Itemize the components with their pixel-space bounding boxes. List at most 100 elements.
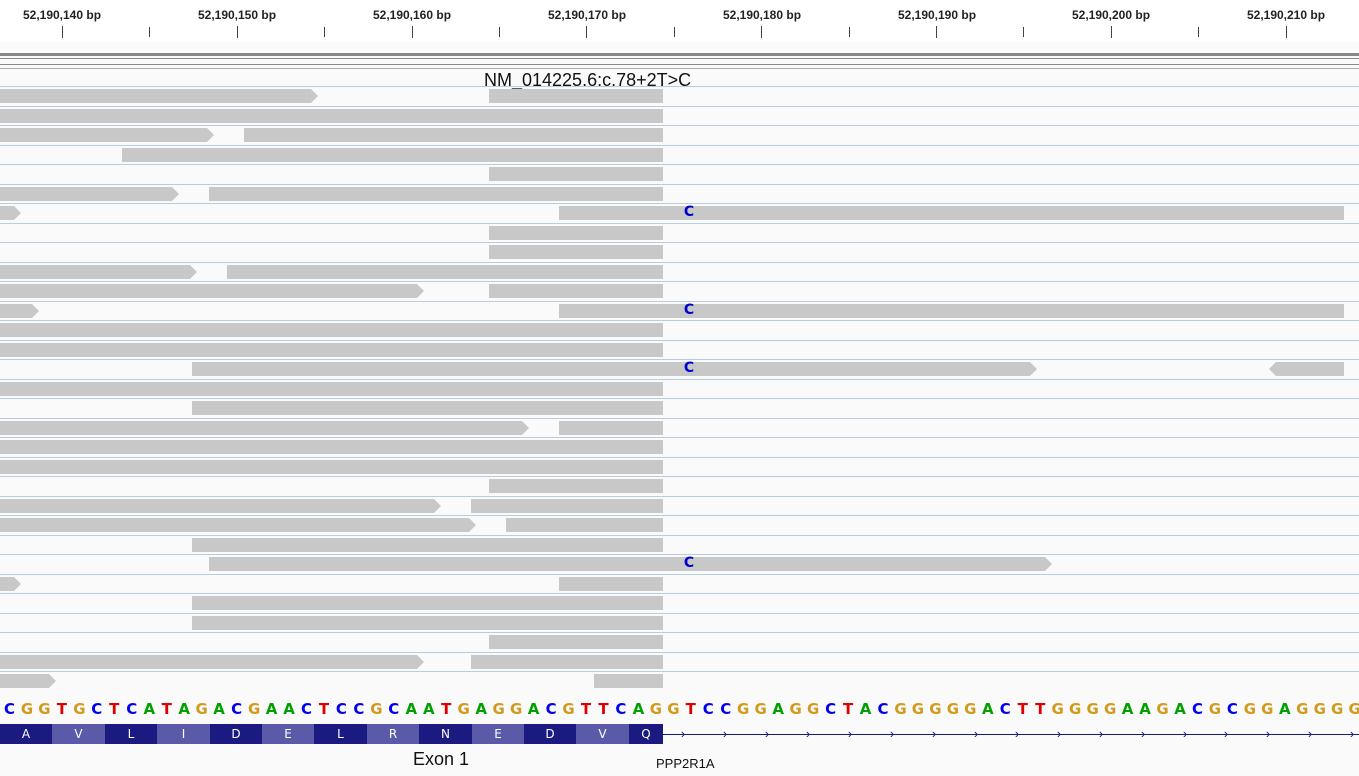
reference-base: G (20, 700, 34, 718)
mismatch-base[interactable]: C (683, 204, 695, 220)
reference-base: G (911, 700, 925, 718)
reference-base: A (422, 700, 435, 718)
reference-base: A (632, 700, 645, 718)
reference-base: G (754, 700, 767, 718)
alignment-read[interactable] (489, 226, 663, 240)
mismatch-base[interactable]: C (683, 360, 695, 376)
alignment-read[interactable] (559, 206, 1344, 220)
amino-acid-codon[interactable]: R (367, 724, 419, 744)
reference-base: C (126, 700, 138, 718)
amino-acid-codon[interactable]: L (105, 724, 157, 744)
amino-acid-codon[interactable]: Q (629, 724, 663, 744)
amino-acid-codon[interactable]: N (419, 724, 472, 744)
alignment-read[interactable] (192, 538, 663, 552)
alignment-read[interactable] (0, 89, 318, 103)
ruler-tick (1286, 26, 1287, 38)
alignment-track[interactable]: C C C C (0, 86, 1359, 692)
mismatch-base[interactable]: C (683, 555, 695, 571)
alignment-read[interactable] (0, 577, 21, 591)
alignment-read[interactable] (1269, 362, 1344, 376)
alignment-read[interactable] (0, 323, 663, 337)
ruler-tick (324, 27, 325, 37)
alignment-read[interactable] (192, 596, 663, 610)
amino-acid-codon[interactable]: E (262, 724, 314, 744)
alignment-read[interactable] (594, 674, 663, 688)
row-gridline (0, 535, 1359, 536)
alignment-read[interactable] (489, 635, 663, 649)
alignment-read[interactable] (489, 245, 663, 259)
reference-base: G (1103, 700, 1117, 718)
reference-base: G (964, 700, 977, 718)
alignment-read[interactable] (0, 518, 476, 532)
ruler-tick-label: 52,190,160 bp (372, 8, 452, 22)
alignment-read[interactable] (0, 674, 56, 688)
alignment-read[interactable] (489, 89, 663, 103)
alignment-read[interactable] (0, 284, 424, 298)
alignment-read[interactable] (244, 128, 663, 142)
reference-base: C (999, 700, 1011, 718)
alignment-read[interactable] (209, 557, 1052, 571)
track-top-line (0, 64, 1359, 65)
alignment-read[interactable] (471, 499, 663, 513)
amino-acid-codon[interactable]: V (576, 724, 629, 744)
alignment-read[interactable] (0, 655, 424, 669)
alignment-read[interactable] (489, 479, 663, 493)
reference-base: A (265, 700, 278, 718)
strand-direction-icon: › (847, 726, 853, 741)
amino-acid-codon[interactable]: A (0, 724, 52, 744)
alignment-read[interactable] (0, 109, 663, 123)
alignment-read[interactable] (0, 206, 21, 220)
variant-label[interactable]: NM_014225.6:c.78+2T>C (484, 70, 692, 90)
amino-acid-codon[interactable]: D (210, 724, 262, 744)
strand-direction-icon: › (1223, 726, 1229, 741)
row-gridline (0, 398, 1359, 399)
alignment-read[interactable] (122, 148, 663, 162)
alignment-read[interactable] (506, 518, 663, 532)
alignment-read[interactable] (0, 304, 39, 318)
reference-base: A (1174, 700, 1186, 718)
reference-base: A (859, 700, 872, 718)
amino-acid-codon[interactable]: L (314, 724, 367, 744)
alignment-read[interactable] (192, 362, 1037, 376)
alignment-read[interactable] (192, 616, 663, 630)
reference-base: G (1156, 700, 1169, 718)
amino-acid-codon[interactable]: E (472, 724, 524, 744)
ruler-tick (849, 27, 850, 37)
alignment-read[interactable] (0, 265, 197, 279)
alignment-read[interactable] (209, 187, 663, 201)
alignment-read[interactable] (489, 284, 663, 298)
ruler-tick-label: 52,190,210 bp (1246, 8, 1326, 22)
alignment-read[interactable] (0, 440, 663, 454)
reference-base: G (1086, 700, 1099, 718)
gene-name-label[interactable]: PPP2R1A (656, 756, 715, 771)
row-gridline (0, 301, 1359, 302)
reference-base: A (213, 700, 225, 718)
alignment-read[interactable] (489, 167, 663, 181)
alignment-read[interactable] (559, 577, 663, 591)
gene-track[interactable]: Exon 1 PPP2R1A A V L I D E L R N E D V Q › › › › › › › › › › › ›… (0, 724, 1359, 776)
alignment-read[interactable] (471, 655, 663, 669)
alignment-read[interactable] (0, 499, 441, 513)
alignment-read[interactable] (559, 421, 663, 435)
alignment-read[interactable] (0, 460, 663, 474)
alignment-read[interactable] (0, 421, 529, 435)
alignment-read[interactable] (0, 187, 179, 201)
reference-base: A (143, 700, 156, 718)
amino-acid-codon[interactable]: V (52, 724, 105, 744)
alignment-read[interactable] (0, 343, 663, 357)
alignment-read[interactable] (0, 128, 214, 142)
amino-acid-codon[interactable]: D (524, 724, 576, 744)
alignment-read[interactable] (0, 382, 663, 396)
reference-base: C (300, 700, 313, 718)
alignment-read[interactable] (227, 265, 663, 279)
reference-base: G (247, 700, 261, 718)
alignment-read[interactable] (192, 401, 663, 415)
genome-ruler[interactable]: 52,190,140 bp 52,190,150 bp 52,190,160 bp 5… (0, 0, 1359, 42)
reference-base: G (1313, 700, 1326, 718)
amino-acid-codon[interactable]: I (157, 724, 210, 744)
mismatch-base[interactable]: C (683, 302, 695, 318)
ruler-tick (936, 26, 937, 38)
reference-base: G (1296, 700, 1309, 718)
row-gridline (0, 320, 1359, 321)
alignment-read[interactable] (559, 304, 1344, 318)
